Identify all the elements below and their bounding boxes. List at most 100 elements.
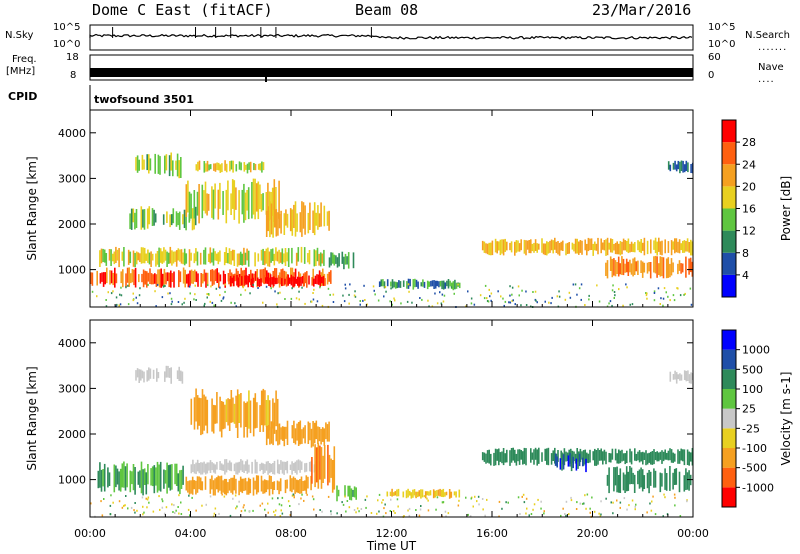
colorbar-swatch	[722, 230, 736, 253]
power-echo-region	[605, 255, 694, 279]
y-tick-label: 2000	[58, 428, 86, 441]
colorbar-tick-label: 20	[742, 180, 756, 193]
nsearch-tick-bottom: 10^0	[708, 39, 736, 50]
colorbar-swatch	[722, 164, 736, 187]
power-panel: 1000 2000 3000 4000 Slant Range [km]	[25, 109, 694, 308]
velocity-echo-region	[97, 461, 184, 496]
power-echo-region	[135, 152, 182, 179]
velocity-echo-region	[554, 452, 587, 473]
velocity-echo-region	[190, 388, 279, 438]
colorbar-tick-label: -1000	[742, 481, 774, 494]
freq-label-2: [MHz]	[6, 66, 36, 77]
nave-legend: ....	[758, 74, 775, 85]
colorbar-swatch	[722, 186, 736, 209]
colorbar-swatch	[722, 120, 736, 143]
colorbar-swatch	[722, 274, 736, 297]
power-echo-region	[195, 160, 265, 174]
colorbar-tick-label: 4	[742, 269, 749, 282]
velocity-echo-region	[336, 485, 357, 502]
x-tick-label: 08:00	[275, 527, 307, 540]
colorbar-swatch	[722, 408, 736, 429]
nave-label: Nave	[758, 62, 784, 73]
colorbar-tick-label: 25	[742, 403, 756, 416]
colorbar-tick-label: 24	[742, 158, 756, 171]
velocity-echo-region	[185, 475, 312, 496]
nave-tick-top: 60	[708, 52, 721, 63]
colorbar-tick-label: 28	[742, 136, 756, 149]
nsearch-legend: .......	[758, 42, 788, 53]
colorbar-label: Velocity [m s-1]	[779, 372, 793, 466]
colorbar-tick-label: -500	[742, 462, 767, 475]
nsearch-label: N.Search	[745, 30, 791, 41]
y-tick-label: 3000	[58, 382, 86, 395]
x-tick-label: 12:00	[376, 527, 408, 540]
colorbar-label: Power [dB]	[779, 176, 793, 241]
beam-label: Beam 08	[355, 1, 419, 19]
y-axis-label: Slant Range [km]	[25, 366, 39, 470]
y-tick-label: 4000	[58, 337, 86, 350]
colorbar-tick-label: -100	[742, 442, 767, 455]
colorbar-swatch	[722, 208, 736, 231]
colorbar-swatch	[722, 369, 736, 389]
nsky-label: N.Sky	[5, 30, 34, 41]
x-tick-label: 20:00	[577, 527, 609, 540]
x-tick-label: 00:00	[74, 527, 106, 540]
freq-label-1: Freq.	[12, 54, 37, 65]
power-echo-region	[481, 237, 694, 256]
colorbar-tick-label: 500	[742, 363, 763, 376]
freq-tick-bottom: 8	[70, 70, 77, 81]
colorbar-swatch	[722, 252, 736, 275]
velocity-echo-region	[135, 365, 184, 384]
colorbar-swatch	[722, 389, 736, 409]
velocity-echo-region	[311, 443, 336, 493]
colorbar-tick-label: 8	[742, 247, 749, 260]
y-tick-label: 1000	[58, 474, 86, 487]
colorbar-tick-label: 100	[742, 383, 763, 396]
colorbar-swatch	[722, 428, 736, 448]
y-tick-label: 2000	[58, 218, 86, 231]
station-title: Dome C East (fitACF)	[92, 1, 273, 19]
colorbar-swatch	[722, 330, 736, 350]
x-axis-label: Time UT	[366, 539, 417, 553]
power-echo-region	[667, 160, 694, 174]
y-tick-label: 1000	[58, 264, 86, 277]
date-label: 23/Mar/2016	[592, 1, 692, 19]
nsky-trace	[89, 27, 693, 40]
power-colorbar: 28 24 20 16 12 8 4 Power [dB]	[721, 119, 793, 298]
velocity-echo-region	[265, 420, 330, 448]
power-noise	[91, 283, 693, 308]
velocity-colorbar: 1000 500 100 25 -25 -100 -500 -1000 Velocity [m …	[721, 329, 793, 508]
freq-tick-top: 18	[66, 52, 79, 63]
velocity-echo-region	[386, 488, 461, 499]
y-axis-label: Slant Range [km]	[25, 156, 39, 260]
x-tick-label: 04:00	[175, 527, 207, 540]
freq-trace	[90, 68, 693, 77]
nave-tick-bottom: 0	[708, 70, 715, 81]
colorbar-swatch	[722, 349, 736, 370]
power-echo-region	[185, 178, 280, 224]
y-tick-label: 3000	[58, 172, 86, 185]
nsearch-tick-top: 10^5	[708, 22, 736, 33]
x-tick-label: 00:00	[677, 527, 709, 540]
power-echo-region	[378, 278, 461, 291]
colorbar-tick-label: 12	[742, 225, 756, 238]
velocity-noise	[90, 493, 688, 518]
colorbar-swatch	[722, 467, 736, 488]
velocity-echo-region	[606, 466, 692, 494]
nsky-tick-top: 10^5	[53, 22, 81, 33]
colorbar-tick-label: 16	[742, 203, 756, 216]
nsky-tick-bottom: 10^0	[53, 39, 81, 50]
velocity-echo-region	[669, 370, 694, 384]
colorbar-tick-label: -25	[742, 422, 760, 435]
velocity-echo-region	[190, 459, 321, 475]
power-echo-region	[328, 251, 355, 270]
power-echo-region	[228, 274, 326, 288]
freq-panel	[89, 54, 694, 81]
colorbar-swatch	[722, 487, 736, 507]
x-tick-label: 16:00	[476, 527, 508, 540]
power-echo-region	[265, 201, 330, 238]
colorbar-tick-label: 1000	[742, 344, 770, 357]
y-tick-label: 4000	[58, 127, 86, 140]
velocity-panel: 00:00 04:00 08:00 12:00 16:00 20:00 00:00 1000 2…	[25, 319, 709, 553]
